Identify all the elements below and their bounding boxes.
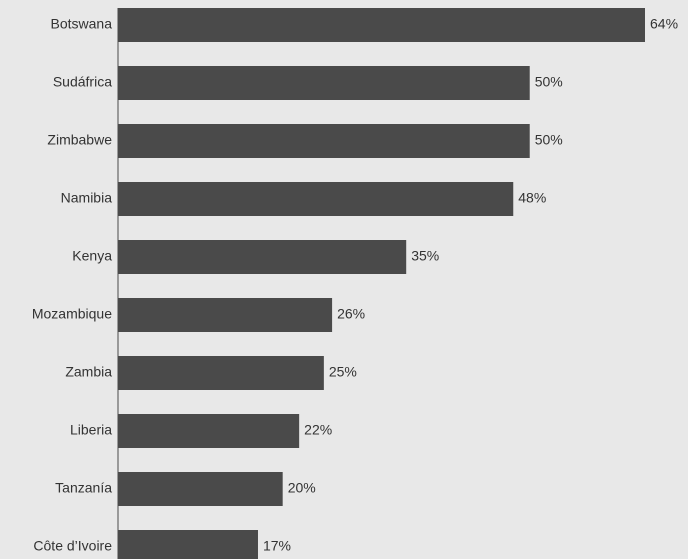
category-label: Tanzanía <box>55 480 112 496</box>
value-label: 35% <box>411 248 439 264</box>
value-label: 48% <box>518 190 546 206</box>
category-label: Namibia <box>61 190 113 206</box>
bar <box>118 530 258 559</box>
category-label: Zimbabwe <box>47 132 112 148</box>
category-label: Mozambique <box>32 306 112 322</box>
bars-layer <box>118 8 645 559</box>
value-label: 20% <box>288 480 316 496</box>
value-label: 25% <box>329 364 357 380</box>
bar <box>118 356 324 390</box>
category-labels-layer: Botswana Sudáfrica Zimbabwe Namibia Kenya Moz… <box>32 16 112 554</box>
bar <box>118 66 530 100</box>
value-label: 17% <box>263 538 291 554</box>
bar <box>118 298 333 332</box>
bar <box>118 8 645 42</box>
value-label: 50% <box>535 132 563 148</box>
category-label: Liberia <box>70 422 112 438</box>
bar <box>118 124 530 158</box>
bar <box>118 182 514 216</box>
value-label: 26% <box>337 306 365 322</box>
bar <box>118 472 283 506</box>
category-label: Sudáfrica <box>53 74 112 90</box>
category-label: Côte d’Ivoire <box>33 538 112 554</box>
value-label: 64% <box>650 16 678 32</box>
bar <box>118 240 407 274</box>
bar <box>118 414 300 448</box>
category-label: Zambia <box>65 364 112 380</box>
value-label: 22% <box>304 422 332 438</box>
value-label: 50% <box>535 74 563 90</box>
category-label: Botswana <box>51 16 113 32</box>
value-labels-layer: 64% 50% 50% 48% 35% 26% 25% 22% 20% 17% <box>263 16 678 554</box>
category-label: Kenya <box>72 248 112 264</box>
